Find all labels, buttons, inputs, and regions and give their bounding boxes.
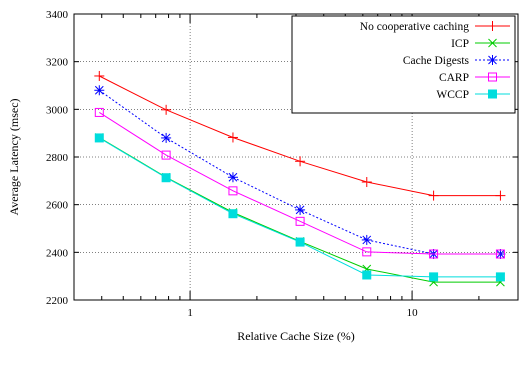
data-point: [362, 270, 372, 280]
data-point: [295, 216, 305, 226]
legend-label: CARP: [439, 72, 469, 84]
data-point: [94, 133, 104, 143]
data-point: [488, 38, 497, 48]
data-point: [94, 85, 105, 96]
series-0: [94, 70, 506, 201]
data-point: [295, 237, 305, 247]
data-point: [488, 89, 497, 99]
legend: No cooperative caching ICP Cache Digests CA…: [291, 15, 516, 114]
series-layer: [94, 70, 506, 287]
series-2: [94, 85, 506, 260]
data-point: [361, 234, 372, 245]
data-point: [362, 247, 372, 257]
legend-item: WCCP: [436, 89, 510, 101]
x-tick-label: 1: [187, 307, 193, 319]
data-point: [228, 186, 238, 196]
y-tick-label: 3000: [46, 104, 69, 116]
data-point: [428, 190, 439, 201]
data-point: [94, 107, 104, 117]
data-point: [495, 272, 505, 282]
data-point: [161, 173, 171, 183]
x-tick-label: 10: [407, 307, 419, 319]
legend-item: CARP: [439, 72, 510, 84]
legend-item: No cooperative caching: [360, 21, 510, 33]
data-point: [495, 190, 506, 201]
series-line: [99, 89, 501, 255]
data-point: [495, 249, 505, 259]
y-tick-label: 2800: [46, 152, 69, 164]
series-3: [94, 107, 505, 259]
legend-label: WCCP: [436, 89, 469, 101]
y-tick-label: 3400: [46, 9, 69, 21]
data-point: [361, 177, 372, 188]
data-point: [94, 70, 105, 81]
data-point: [295, 156, 306, 167]
legend-item: ICP: [451, 38, 510, 50]
legend-item: Cache Digests: [403, 55, 510, 67]
y-tick-label: 2600: [46, 200, 69, 212]
series-line: [99, 111, 501, 255]
data-point: [161, 132, 172, 143]
data-point: [488, 72, 497, 82]
data-point: [228, 209, 238, 219]
data-point: [487, 21, 498, 31]
y-tick-label: 2200: [46, 295, 69, 307]
x-axis-label: Relative Cache Size (%): [237, 329, 355, 343]
data-point: [429, 272, 439, 282]
data-point: [295, 204, 306, 215]
legend-label: ICP: [451, 38, 469, 50]
data-point: [161, 150, 171, 160]
data-point: [227, 172, 238, 183]
data-point: [161, 104, 172, 115]
legend-label: Cache Digests: [403, 55, 470, 67]
legend-box: [291, 15, 516, 114]
data-point: [487, 55, 498, 65]
data-point: [227, 132, 238, 143]
y-axis-label: Average Latency (msec): [7, 98, 21, 215]
y-tick-label: 2400: [46, 247, 69, 259]
data-point: [429, 249, 439, 259]
legend-label: No cooperative caching: [360, 21, 469, 33]
series-4: [94, 133, 505, 282]
y-tick-label: 3200: [46, 57, 69, 69]
